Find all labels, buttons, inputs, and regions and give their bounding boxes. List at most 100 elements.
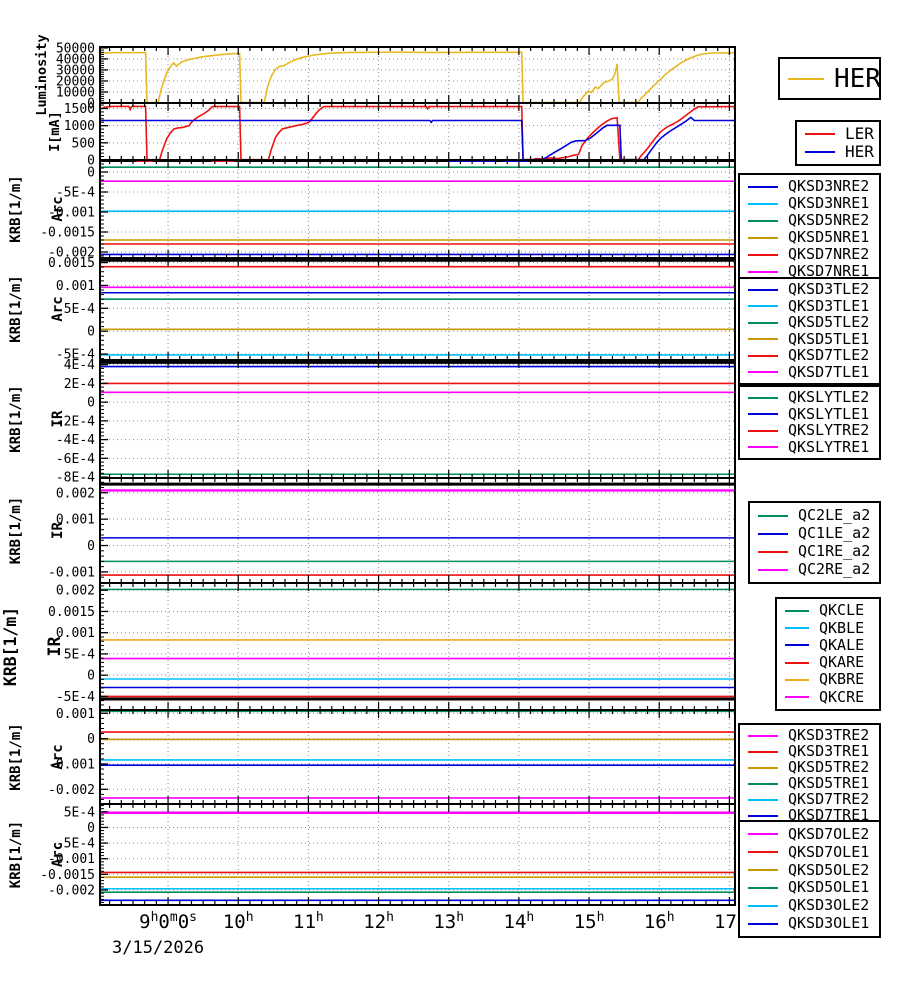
legend-item: QKSD7TLE2 [748, 348, 875, 363]
y-tick-label: 0.001 [56, 626, 95, 641]
y-tick-label: -0.0015 [40, 868, 95, 883]
legend-item: LER [805, 126, 875, 142]
legend-item: QKBLE [785, 620, 875, 636]
y-tick-label: -5E-4 [56, 837, 95, 852]
y-tick-label: 0.001 [56, 707, 95, 722]
plot-frame [99, 102, 736, 161]
legend-line-sample [748, 429, 778, 432]
legend-line-sample [748, 766, 778, 769]
y-tick-label: 4E-4 [64, 358, 95, 373]
y-axis-label: Arc [50, 744, 66, 769]
y-axis-label: KRB[1/m] [8, 175, 24, 242]
y-tick-label: 0.001 [56, 279, 95, 294]
plot-frame [99, 582, 736, 711]
legend-item: QKSD5TLE2 [748, 315, 875, 330]
legend-line-sample [748, 185, 778, 188]
legend-label: HER [834, 63, 881, 94]
legend-label: QKSD3OLE1 [788, 914, 870, 933]
y-tick-label: 0 [87, 669, 95, 684]
legend-item: QC1LE_a2 [758, 526, 875, 541]
legend-label: QKSD7TLE2 [788, 346, 870, 365]
legend-line-sample [748, 413, 778, 416]
y-tick-label: -8E-4 [56, 471, 95, 486]
x-tick-label: 12h [363, 910, 394, 933]
y-axis-label: KRB[1/m] [1, 607, 20, 686]
y-axis-label: IR [50, 410, 66, 427]
y-tick-label: 0 [87, 97, 95, 112]
subplot-krb-arc-tle: 0.0015 0.001 5E-4 0 -5E-4 KRB[1/m] Arc [8, 256, 736, 363]
legend-line-sample [758, 532, 788, 535]
y-tick-label: -0.002 [48, 783, 95, 798]
legend-item: QKSD7OLE1 [748, 842, 875, 861]
legend-qk: QKCLE QKBLE QKALE QKARE QKBRE QKCRE [775, 597, 881, 711]
legend-item: QKCLE [785, 603, 875, 618]
y-axis-label: KRB[1/m] [8, 821, 24, 888]
subplot-krb-ir-qk: 0.002 0.0015 0.001 5E-4 0 -5E-4 KRB[1/m] IR [1, 582, 736, 711]
legend-label: QC2LE_a2 [798, 506, 871, 524]
y-axis-label: KRB[1/m] [8, 497, 24, 564]
legend-item: QKSLYTRE2 [748, 423, 875, 438]
legend-line-sample [788, 77, 824, 80]
y-tick-label: 0.0015 [48, 605, 95, 620]
legend-item: QKSD3TLE1 [748, 298, 875, 314]
legend-item: QKSD3TRE2 [748, 728, 875, 743]
y-tick-label: -0.001 [48, 757, 95, 772]
y-tick-label: 20000 [56, 74, 95, 89]
legend-line-sample [748, 270, 778, 273]
legend-line-sample [748, 851, 778, 854]
subplot-krb-arc-tre: 0.001 0 -0.001 -0.002 KRB[1/m] Arc [8, 707, 736, 805]
y-tick-label: 1500 [64, 102, 95, 117]
x-tick-label: 15h [574, 910, 605, 933]
legend-label: QKSD7OLE1 [788, 842, 870, 861]
legend-line-sample [785, 696, 809, 699]
legend-line-sample [748, 338, 778, 341]
y-axis-label: KRB[1/m] [8, 723, 24, 790]
y-axis-label: KRB[1/m] [8, 385, 24, 452]
series-HER [100, 116, 735, 160]
series-HER [100, 51, 735, 103]
legend-line-sample [748, 396, 778, 399]
legend-label: QKSD5TRE1 [788, 774, 870, 792]
legend-label: QKSD5OLE2 [788, 860, 870, 879]
legend-label: QKSD5TLE2 [788, 313, 870, 332]
legend-line-sample [758, 568, 788, 571]
legend-label: LER [845, 124, 874, 143]
legend-line-sample [748, 814, 778, 817]
legend-item: QKSD3OLE2 [748, 898, 875, 913]
legend-label: QKSD7NRE2 [788, 245, 870, 263]
x-tick-label: 13h [433, 910, 464, 933]
legend-line-sample [748, 734, 778, 737]
legend-qc: QC2LE_a2 QC1LE_a2 QC1RE_a2 QC2RE_a2 [748, 501, 881, 584]
y-tick-label: 2E-4 [64, 377, 95, 392]
legend-label: QKSD7NRE1 [788, 262, 870, 280]
y-tick-label: 500 [72, 136, 95, 151]
legend-item: QKSD5TRE2 [748, 760, 875, 775]
legend-item: QC2LE_a2 [758, 508, 875, 523]
legend-item: QC2RE_a2 [758, 562, 875, 577]
plot-frame [99, 359, 736, 479]
y-tick-label: 0 [87, 154, 95, 169]
y-tick-label: 0.002 [56, 486, 95, 501]
y-tick-label: 10000 [56, 85, 95, 100]
legend-line-sample [785, 661, 809, 664]
legend-item: QKSD5TRE1 [748, 776, 875, 791]
legend-label: QKSD5NRE1 [788, 228, 870, 246]
legend-label: QC2RE_a2 [798, 560, 871, 578]
plot-frame [99, 257, 736, 361]
y-tick-label: 0.001 [56, 513, 95, 528]
legend-label: QC1RE_a2 [798, 542, 871, 560]
legend-label: QKSD3TRE2 [788, 726, 870, 744]
y-tick-label: 0 [87, 166, 95, 181]
y-axis-label: Arc [50, 196, 66, 221]
legend-label: QKSD7TRE1 [788, 806, 870, 824]
legend-label: QKSD5OLE1 [788, 878, 870, 897]
legend-line-sample [758, 514, 788, 517]
x-tick-label: 9h0m0s [139, 910, 197, 933]
legend-label: QKSD5NRE2 [788, 211, 870, 229]
legend-nre: QKSD3NRE2 QKSD3NRE1 QKSD5NRE2 QKSD5NRE1 QKSD… [738, 173, 881, 285]
legend-line-sample [748, 798, 778, 801]
legend-line-sample [748, 750, 778, 753]
